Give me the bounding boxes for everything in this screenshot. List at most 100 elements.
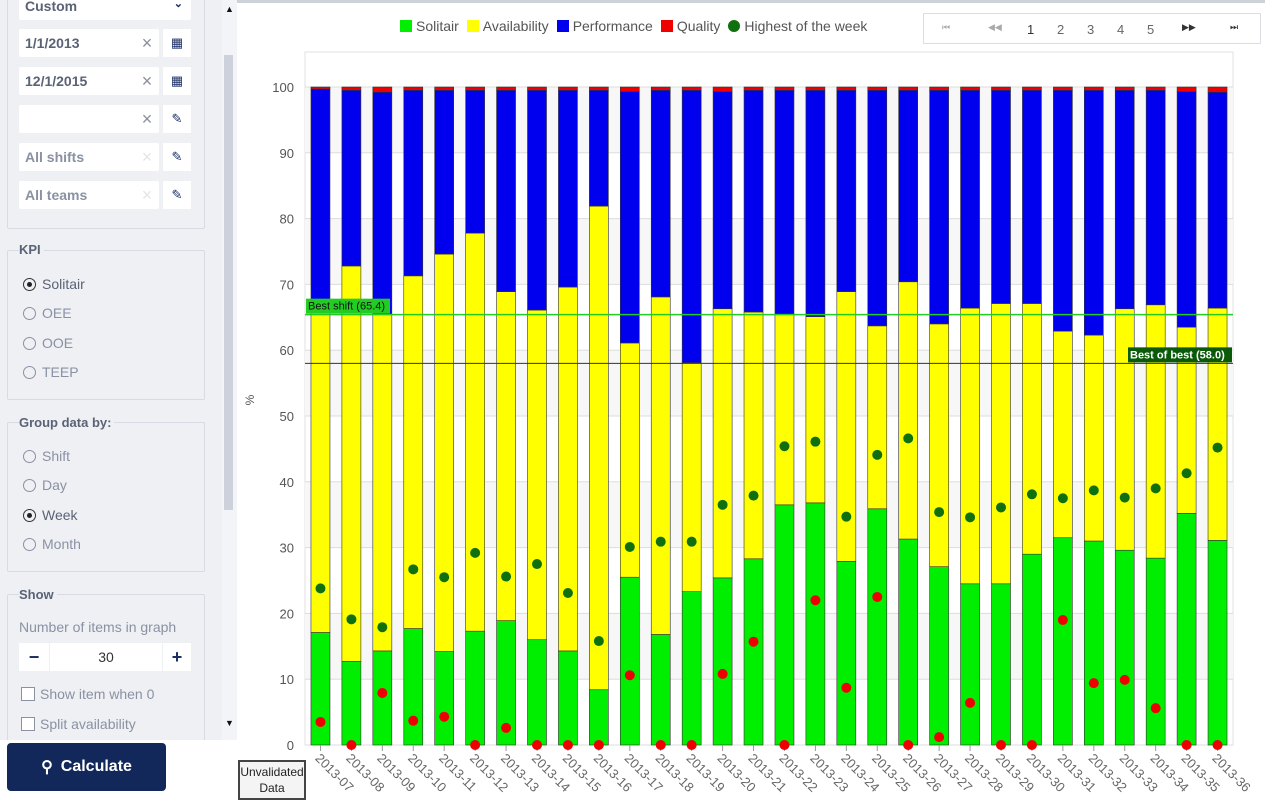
page-3[interactable]: 3 [1087,22,1095,37]
range-select-value: Custom [25,0,78,14]
page-1[interactable]: 1 [1027,22,1035,37]
filter-field[interactable] [19,105,159,133]
scroll-up-icon[interactable]: ▲ [225,4,234,14]
split-availability-checkbox[interactable]: Split availability [21,716,136,732]
first-page-icon[interactable]: ⏮ [942,22,951,32]
items-input[interactable]: 30 [50,643,162,671]
low-point [748,636,759,647]
highest-of-week-point [1026,489,1037,500]
bar-quality [496,86,516,91]
x-tick-label: 2013-16 [591,751,635,795]
calendar-icon[interactable]: ▦ [163,29,191,57]
legend-item[interactable]: Availability [466,18,549,34]
bar-quality [619,86,640,92]
group-radio-month[interactable]: Month [23,536,81,552]
pencil-icon[interactable]: ✎ [163,105,191,133]
bar-performance [960,89,980,309]
show-zero-checkbox[interactable]: Show item when 0 [21,686,154,702]
bar-performance [403,89,424,277]
bar-solitair [465,630,485,746]
clear-icon[interactable]: × [141,109,153,129]
low-point [532,740,542,750]
highest-of-week-point [841,511,852,522]
page-5[interactable]: 5 [1147,22,1155,37]
low-point [1212,740,1223,750]
increment-button[interactable]: + [163,643,191,671]
highest-of-week-point [315,583,326,594]
bar-solitair [929,566,949,746]
prev-page-icon[interactable]: ◀◀ [988,22,1002,32]
legend-item[interactable]: Quality [660,18,721,34]
kpi-title: KPI [19,242,44,257]
group-radio-shift[interactable]: Shift [23,448,70,464]
group-radio-day[interactable]: Day [23,477,67,493]
low-point [624,670,635,681]
pencil-icon[interactable]: ✎ [163,143,191,171]
bar-availability [712,308,733,579]
bar-quality [465,86,485,91]
scroll-down-icon[interactable]: ▼ [225,718,234,728]
low-point [1057,614,1068,625]
bar-quality [805,86,826,91]
bar-solitair [341,661,362,746]
legend-label: Quality [676,18,721,34]
clear-icon[interactable]: × [141,33,153,53]
bar-quality [1114,86,1135,91]
bar-quality [650,86,671,91]
bar-solitair [310,632,331,746]
last-page-icon[interactable]: ⏭ [1230,22,1239,32]
kpi-radio-oee[interactable]: OEE [23,305,72,321]
bar-availability [1176,326,1197,514]
legend-item[interactable]: Highest of the week [728,18,867,34]
legend-swatch [466,20,479,32]
y-tick-label: 100 [272,80,294,95]
y-tick-label: 30 [280,541,294,556]
highest-of-week-point [779,441,790,452]
x-tick-label: 2013-32 [1086,751,1130,795]
calendar-icon[interactable]: ▦ [163,67,191,95]
low-point [717,668,728,679]
bar-availability [1114,308,1135,551]
chart-legend: Solitair Availability Performance Quality Hi… [400,18,867,34]
bar-availability [496,291,516,621]
sidebar-scrollbar[interactable]: ▲ ▼ [222,0,237,740]
x-tick-label: 2013-30 [1024,751,1068,795]
low-point [1088,678,1099,689]
start-date-field[interactable]: 1/1/2013 [19,29,159,57]
x-tick-label: 2013-35 [1178,751,1222,795]
kpi-radio-solitair[interactable]: Solitair [23,276,85,292]
x-tick-label: 2013-26 [900,751,944,795]
kpi-radio-teep[interactable]: TEEP [23,364,79,380]
bar-quality [434,86,455,91]
bar-availability [681,362,702,592]
highest-of-week-point [439,572,450,583]
shifts-field[interactable]: All shifts [19,143,159,171]
end-date-field[interactable]: 12/1/2015 [19,67,159,95]
decrement-button[interactable]: − [19,643,49,671]
low-point [408,715,419,726]
teams-field[interactable]: All teams [19,181,159,209]
y-tick-label: 80 [280,212,294,227]
bar-solitair [991,583,1011,746]
bar-performance [1053,89,1073,332]
group-radio-week[interactable]: Week [23,507,78,523]
y-tick-label: 60 [280,343,294,358]
kpi-radio-ooe[interactable]: OOE [23,335,73,351]
page-4[interactable]: 4 [1117,22,1125,37]
page-2[interactable]: 2 [1057,22,1065,37]
pencil-icon[interactable]: ✎ [163,181,191,209]
bar-quality [712,86,733,92]
bar-quality [310,86,331,90]
highest-of-week-point [655,536,666,547]
bar-solitair [589,689,609,746]
scroll-thumb[interactable] [224,55,233,510]
legend-item[interactable]: Performance [556,18,653,34]
legend-item[interactable]: Solitair [400,18,459,34]
calculate-button[interactable]: ⚲ Calculate [7,743,166,791]
bar-performance [465,89,485,234]
next-page-icon[interactable]: ▶▶ [1182,22,1196,32]
range-select[interactable]: Custom ⌄ [19,0,191,20]
clear-icon[interactable]: × [141,71,153,91]
best-shift-label-bg [306,298,390,314]
bar-availability [558,286,578,652]
